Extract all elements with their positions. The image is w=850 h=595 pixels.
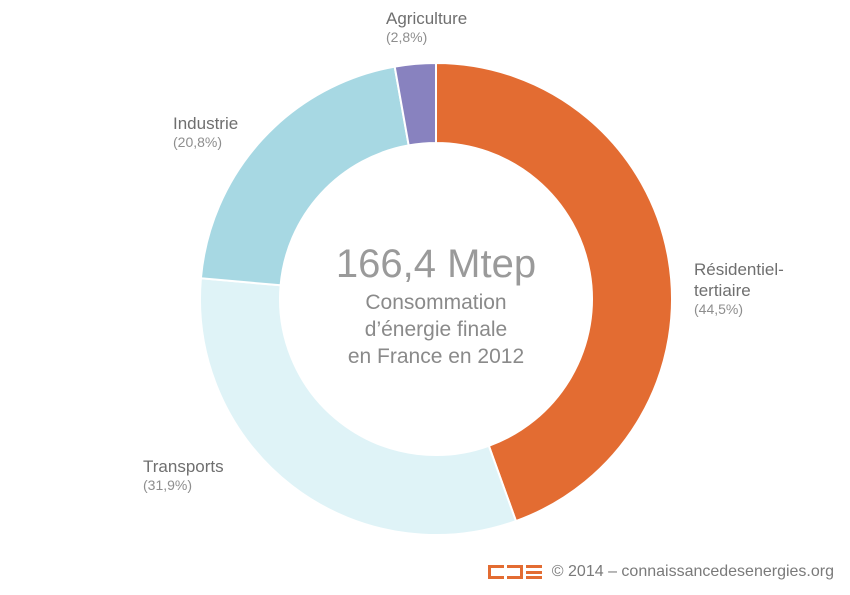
footer: © 2014 – connaissancedesenergies.org [487, 563, 834, 581]
slice-label: Industrie [173, 114, 238, 133]
slice-label: tertiaire [694, 281, 751, 300]
center-total-value: 166,4 Mtep [336, 242, 536, 286]
slice-percent-label: (2,8%) [386, 29, 427, 45]
site-logo [487, 565, 542, 579]
slice-percent-label: (44,5%) [694, 301, 743, 317]
donut-slice [199, 65, 410, 287]
donut-slice [199, 277, 518, 536]
slice-label: Agriculture [386, 9, 467, 28]
slice-percent-label: (31,9%) [143, 477, 192, 493]
slice-label: Résidentiel- [694, 260, 784, 279]
donut-slice [435, 61, 673, 523]
slice-label: Transports [143, 457, 224, 476]
center-caption-line-2: d’énergie finale [365, 318, 507, 341]
donut-slice [393, 61, 437, 147]
copyright-text: © 2014 – connaissancedesenergies.org [551, 563, 834, 580]
center-caption-line-1: Consommation [365, 291, 506, 314]
slice-percent-label: (20,8%) [173, 134, 222, 150]
center-caption-line-3: en France en 2012 [348, 345, 524, 368]
